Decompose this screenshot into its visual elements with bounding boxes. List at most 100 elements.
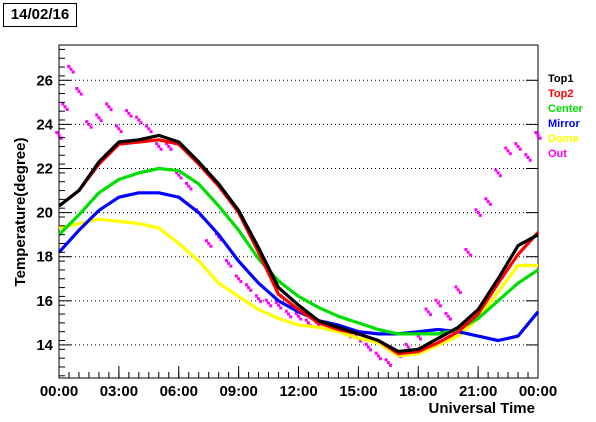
axes: 14 16 18 20 22 24 26 00:00 03:00 06:00 09:00 12:00 1… <box>36 48 557 400</box>
out-marker <box>438 304 442 308</box>
out-marker <box>376 354 380 358</box>
out-marker <box>436 301 440 305</box>
x-tick-label: 06:00 <box>160 383 198 400</box>
out-marker <box>117 127 121 131</box>
out-marker <box>468 253 472 257</box>
out-marker <box>404 342 408 346</box>
out-marker <box>59 136 63 140</box>
out-marker <box>71 70 75 74</box>
out-marker <box>137 118 141 122</box>
x-tick-label: 21:00 <box>459 383 497 400</box>
out-marker <box>496 171 500 175</box>
out-marker <box>75 87 79 91</box>
out-marker <box>63 105 67 109</box>
out-marker <box>446 314 450 318</box>
out-marker <box>135 115 139 119</box>
out-marker <box>384 358 388 362</box>
out-marker <box>494 168 498 172</box>
out-marker <box>476 211 480 215</box>
out-marker <box>287 312 291 316</box>
series-line-top2 <box>58 138 540 356</box>
out-marker <box>119 130 123 134</box>
out-marker <box>237 277 241 281</box>
out-marker <box>147 127 151 131</box>
out-marker <box>79 92 83 96</box>
out-marker <box>516 144 520 148</box>
out-marker <box>169 147 173 151</box>
out-marker <box>127 111 131 115</box>
out-marker <box>448 317 452 321</box>
out-marker <box>359 339 363 343</box>
out-marker <box>374 351 378 355</box>
x-tick-label: 15:00 <box>339 383 377 400</box>
series-line-top1 <box>58 133 539 354</box>
out-marker <box>279 306 283 310</box>
out-marker <box>125 109 129 113</box>
out-marker <box>369 348 373 352</box>
out-marker <box>534 131 538 135</box>
out-marker <box>187 184 191 188</box>
out-marker <box>204 239 208 243</box>
out-marker <box>488 202 492 206</box>
out-marker <box>155 142 159 146</box>
out-marker <box>229 264 233 268</box>
out-marker <box>456 288 460 292</box>
out-marker <box>209 244 213 248</box>
out-marker <box>179 176 183 180</box>
out-marker <box>316 323 320 327</box>
out-marker <box>224 259 228 263</box>
out-marker <box>129 114 133 118</box>
out-marker <box>498 174 502 178</box>
out-marker <box>524 153 528 157</box>
out-marker <box>389 363 393 367</box>
out-marker <box>528 158 532 162</box>
out-marker <box>294 311 298 315</box>
out-marker <box>526 155 530 159</box>
out-marker <box>454 285 458 289</box>
out-marker <box>366 345 370 349</box>
out-marker <box>89 125 93 129</box>
x-tick-label: 03:00 <box>100 383 138 400</box>
out-marker <box>484 197 488 201</box>
out-marker <box>85 120 89 124</box>
out-marker <box>145 124 149 128</box>
y-tick-label: 14 <box>36 337 53 354</box>
legend-entry-dome: Dome <box>548 133 579 145</box>
out-marker <box>159 147 163 151</box>
out-marker <box>379 357 383 361</box>
out-marker <box>354 334 358 338</box>
out-marker <box>227 261 231 265</box>
out-marker <box>458 291 462 295</box>
out-marker <box>364 342 368 346</box>
out-marker <box>234 274 238 278</box>
out-marker <box>284 309 288 313</box>
out-marker <box>61 102 65 106</box>
series-line-dome <box>58 217 538 358</box>
legend-entry-mirror: Mirror <box>548 118 581 130</box>
out-marker <box>139 121 143 125</box>
out-marker <box>244 283 248 287</box>
out-marker <box>428 313 432 317</box>
out-marker <box>277 303 281 307</box>
out-marker <box>506 149 510 153</box>
y-tick-label: 24 <box>36 116 53 133</box>
x-tick-label: 00:00 <box>40 383 78 400</box>
out-marker <box>87 122 91 126</box>
out-marker <box>167 144 171 148</box>
out-marker <box>474 208 478 212</box>
out-marker <box>99 119 103 123</box>
out-marker <box>426 310 430 314</box>
out-marker <box>239 280 243 284</box>
series-layer <box>55 64 542 367</box>
out-marker <box>267 301 271 305</box>
y-axis-title: Temperature(degree) <box>12 138 29 287</box>
out-marker <box>97 116 101 120</box>
out-marker <box>259 299 263 303</box>
out-marker <box>175 170 179 174</box>
out-marker <box>67 64 71 68</box>
y-tick-label: 22 <box>36 160 53 177</box>
out-marker <box>264 298 268 302</box>
out-marker <box>185 181 189 185</box>
out-marker <box>289 315 293 319</box>
out-marker <box>149 130 153 134</box>
